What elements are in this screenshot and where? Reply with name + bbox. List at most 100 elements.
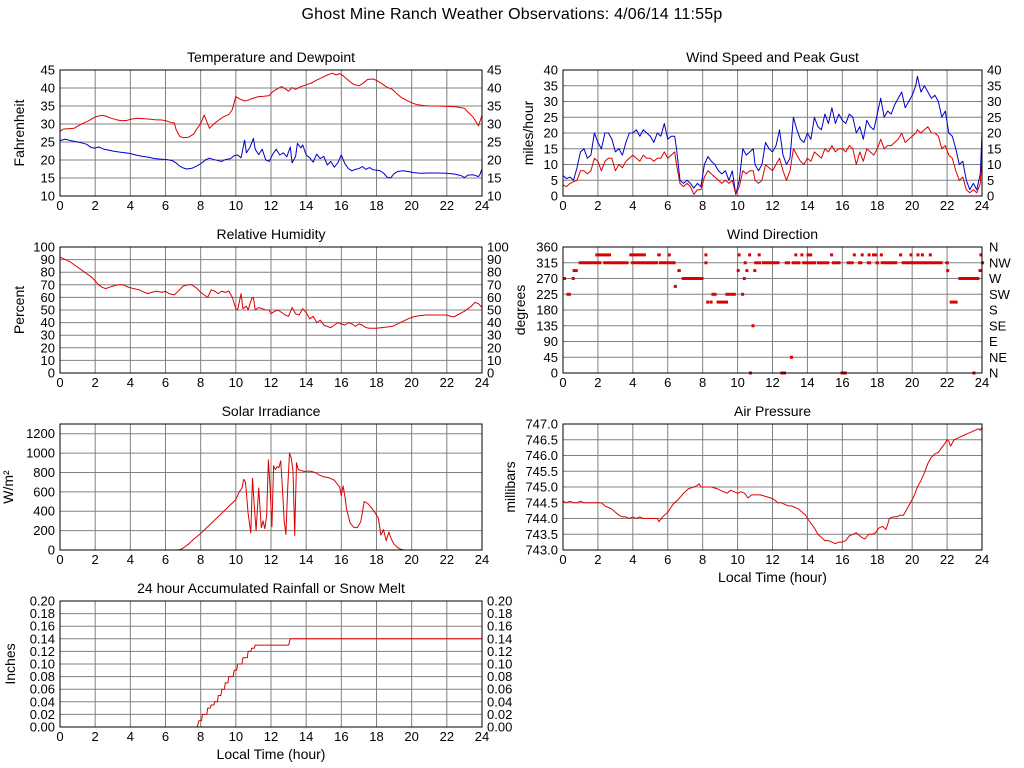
x-tick-label: 4 xyxy=(127,198,134,213)
y-tick-label: 0 xyxy=(551,189,558,204)
compass-label: E xyxy=(989,334,998,349)
x-tick-label: 10 xyxy=(730,375,744,390)
y-tick-label: 0 xyxy=(48,543,55,558)
y-tick-label: 40 xyxy=(41,315,55,330)
compass-label: S xyxy=(989,303,998,318)
right-tick-label: 10 xyxy=(987,157,1001,172)
y-tick-label: 0.12 xyxy=(30,644,55,659)
right-tick-label: 35 xyxy=(987,78,1001,93)
y-tick-label: 10 xyxy=(41,189,55,204)
y-tick-label: 20 xyxy=(544,126,558,141)
y-tick-label: 400 xyxy=(33,504,55,519)
series-peak-gust xyxy=(562,75,983,195)
right-tick-label: 25 xyxy=(487,135,501,150)
y-tick-label: 745.5 xyxy=(525,464,558,479)
x-tick-label: 2 xyxy=(92,375,99,390)
x-tick-label: 14 xyxy=(299,198,313,213)
x-tick-label: 2 xyxy=(594,552,601,567)
x-tick-label: 2 xyxy=(594,198,601,213)
y-tick-label: 25 xyxy=(41,135,55,150)
x-tick-label: 10 xyxy=(229,375,243,390)
plot-box xyxy=(562,69,983,197)
y-axis-label: miles/hour xyxy=(520,100,536,165)
x-tick-label: 22 xyxy=(940,198,954,213)
y-tick-label: 35 xyxy=(41,99,55,114)
y-tick-label: 90 xyxy=(41,252,55,267)
series-dewpoint xyxy=(59,137,483,179)
y-tick-label: 1000 xyxy=(26,446,55,461)
x-tick-label: 8 xyxy=(699,198,706,213)
plot-box xyxy=(59,423,483,551)
x-tick-label: 12 xyxy=(264,198,278,213)
x-tick-label: 8 xyxy=(197,375,204,390)
right-tick-label: 0.04 xyxy=(487,694,512,709)
x-tick-label: 12 xyxy=(264,375,278,390)
right-tick-label: 45 xyxy=(487,63,501,78)
x-tick-label: 22 xyxy=(440,729,454,744)
right-tick-label: 5 xyxy=(987,173,994,188)
chart-title: Relative Humidity xyxy=(217,226,326,242)
right-tick-label: 0.08 xyxy=(487,669,512,684)
x-tick-label: 22 xyxy=(940,375,954,390)
chart-title: Solar Irradiance xyxy=(222,403,321,419)
x-tick-label: 22 xyxy=(440,552,454,567)
compass-label: SW xyxy=(989,287,1011,302)
compass-label: SE xyxy=(989,318,1007,333)
plot-box xyxy=(562,246,983,374)
x-tick-label: 16 xyxy=(334,729,348,744)
x-tick-label: 16 xyxy=(835,375,849,390)
y-tick-label: 10 xyxy=(41,353,55,368)
right-tick-label: 20 xyxy=(487,340,501,355)
y-tick-label: 20 xyxy=(41,340,55,355)
x-tick-label: 4 xyxy=(629,375,636,390)
y-tick-label: 135 xyxy=(536,318,558,333)
x-tick-label: 0 xyxy=(559,552,566,567)
y-axis-label: Fahrenheit xyxy=(11,99,27,166)
y-tick-label: 600 xyxy=(33,484,55,499)
series-accumulated-rainfall xyxy=(59,638,483,728)
y-tick-label: 45 xyxy=(41,63,55,78)
x-tick-label: 24 xyxy=(475,729,489,744)
x-axis-label: Local Time (hour) xyxy=(718,569,827,585)
x-tick-label: 4 xyxy=(127,729,134,744)
plot-box xyxy=(59,69,483,197)
right-tick-label: 0.02 xyxy=(487,707,512,722)
x-tick-label: 0 xyxy=(56,729,63,744)
x-tick-label: 0 xyxy=(56,198,63,213)
y-tick-label: 30 xyxy=(544,94,558,109)
right-tick-label: 0.18 xyxy=(487,606,512,621)
x-tick-label: 10 xyxy=(229,729,243,744)
y-tick-label: 745.0 xyxy=(525,480,558,495)
x-tick-label: 6 xyxy=(664,375,671,390)
y-tick-label: 0 xyxy=(48,366,55,381)
x-tick-label: 18 xyxy=(369,552,383,567)
x-tick-label: 16 xyxy=(835,552,849,567)
x-tick-label: 20 xyxy=(905,375,919,390)
x-tick-label: 18 xyxy=(369,198,383,213)
y-tick-label: 30 xyxy=(41,117,55,132)
series-air-pressure xyxy=(562,426,983,545)
x-tick-label: 6 xyxy=(162,375,169,390)
right-tick-label: 0.00 xyxy=(487,720,512,735)
series-temperature xyxy=(59,72,483,139)
chart-temp_dewpoint: 0 2 4 6 8 10 12 14 16 18 20 22 241015202530354045101… xyxy=(11,49,501,213)
chart-humidity: 0 2 4 6 8 10 12 14 16 18 20 22 240102030405060708090… xyxy=(11,226,509,390)
x-axis-label: Local Time (hour) xyxy=(217,746,326,762)
y-tick-label: 35 xyxy=(544,78,558,93)
y-tick-label: 0.16 xyxy=(30,619,55,634)
series-wind-direction xyxy=(563,253,985,375)
y-tick-label: 1200 xyxy=(26,426,55,441)
x-tick-label: 24 xyxy=(475,375,489,390)
chart-title: Wind Direction xyxy=(727,226,818,242)
x-tick-label: 16 xyxy=(334,552,348,567)
x-tick-label: 14 xyxy=(299,552,313,567)
x-tick-label: 24 xyxy=(475,552,489,567)
x-tick-label: 0 xyxy=(56,375,63,390)
chart-title: 24 hour Accumulated Rainfall or Snow Mel… xyxy=(137,580,405,596)
x-tick-label: 10 xyxy=(730,198,744,213)
right-tick-label: 25 xyxy=(987,110,1001,125)
y-tick-label: 45 xyxy=(544,350,558,365)
series-solar-irradiance xyxy=(59,452,483,551)
right-tick-label: 0.16 xyxy=(487,619,512,634)
x-tick-label: 24 xyxy=(975,198,989,213)
